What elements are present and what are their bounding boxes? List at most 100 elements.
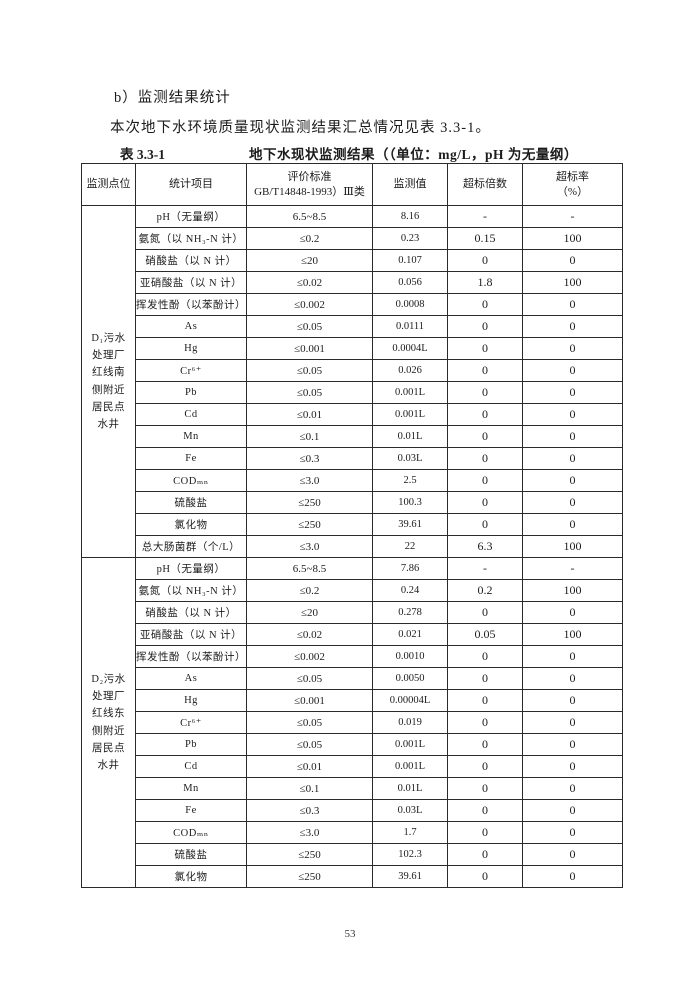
stat-item-cell: 氨氮（以 NH₃-N 计） <box>135 579 247 602</box>
exceed-multiple-cell: 0.15 <box>447 227 523 250</box>
table-row: CODₘₙ ≤3.0 2.5 0 0 <box>82 469 623 492</box>
exceed-rate-cell: 100 <box>522 623 623 646</box>
standard-cell: ≤0.02 <box>246 271 373 294</box>
measured-value-cell: 2.5 <box>372 469 448 492</box>
exceed-multiple-cell: 0 <box>447 315 523 338</box>
standard-cell: ≤0.1 <box>246 425 373 448</box>
standard-cell: ≤0.2 <box>246 227 373 250</box>
table-row: 挥发性酚（以苯酚计） ≤0.002 0.0008 0 0 <box>82 293 623 316</box>
col-header-stat-item: 统计项目 <box>135 163 247 206</box>
stat-item-cell: 氯化物 <box>135 513 247 536</box>
stat-item-cell: Cr⁶⁺ <box>135 359 247 382</box>
col-header-exceed-multiple: 超标倍数 <box>447 163 523 206</box>
intro-text: 本次地下水环境质量现状监测结果汇总情况见表 3.3-1。 <box>110 120 491 136</box>
exceed-rate-cell: 0 <box>522 733 623 756</box>
table-row: Cd ≤0.01 0.001L 0 0 <box>82 403 623 426</box>
measured-value-cell: 7.86 <box>372 557 448 580</box>
stat-item-cell: 总大肠菌群（个/L） <box>135 535 247 558</box>
col-header-exceed-rate-line1: 超标率 <box>556 170 589 183</box>
measured-value-cell: 0.03L <box>372 447 448 470</box>
exceed-rate-cell: 0 <box>522 799 623 822</box>
table-row: 氨氮（以 NH₃-N 计） ≤0.2 0.23 0.15 100 <box>82 227 623 250</box>
col-header-exceed-rate: 超标率 （%） <box>522 163 623 206</box>
table-row: 氨氮（以 NH₃-N 计） ≤0.2 0.24 0.2 100 <box>82 579 623 602</box>
exceed-multiple-cell: 0 <box>447 711 523 734</box>
measured-value-cell: 0.107 <box>372 249 448 272</box>
exceed-rate-cell: 0 <box>522 865 623 888</box>
standard-cell: ≤250 <box>246 513 373 536</box>
exceed-multiple-cell: 0 <box>447 865 523 888</box>
standard-cell: ≤0.001 <box>246 337 373 360</box>
table-row: Cr⁶⁺ ≤0.05 0.019 0 0 <box>82 711 623 734</box>
measured-value-cell: 0.01L <box>372 425 448 448</box>
exceed-multiple-cell: - <box>447 205 523 228</box>
monitoring-results-table: 监测点位 统计项目 评价标准 GB/T14848-1993）Ⅲ类 监测值 超标倍… <box>81 163 623 888</box>
exceed-multiple-cell: 0 <box>447 777 523 800</box>
table-row: Fe ≤0.3 0.03L 0 0 <box>82 799 623 822</box>
exceed-multiple-cell: 0 <box>447 469 523 492</box>
measured-value-cell: 0.03L <box>372 799 448 822</box>
table-title: 地下水现状监测结果（（单位：mg/L，pH 为无量纲） <box>249 147 578 162</box>
table-row: D₁污水处理厂红线南侧附近居民点水井 pH（无量纲） 6.5~8.5 8.16- - <box>81 205 623 558</box>
exceed-multiple-cell: 0 <box>447 667 523 690</box>
table-row: Hg ≤0.001 0.00004L 0 0 <box>82 689 623 712</box>
exceed-rate-cell: 0 <box>522 645 623 668</box>
col-header-standard: 评价标准 GB/T14848-1993）Ⅲ类 <box>246 163 373 206</box>
exceed-multiple-cell: 0 <box>447 821 523 844</box>
table-row: 挥发性酚（以苯酚计） ≤0.002 0.0010 0 0 <box>82 645 623 668</box>
exceed-multiple-cell: 0 <box>447 689 523 712</box>
stat-item-cell: As <box>135 667 247 690</box>
standard-cell: ≤20 <box>246 249 373 272</box>
standard-cell: ≤0.05 <box>246 733 373 756</box>
standard-cell: ≤0.3 <box>246 799 373 822</box>
table-row: Pb ≤0.05 0.001L 0 0 <box>82 733 623 756</box>
measured-value-cell: 0.00004L <box>372 689 448 712</box>
measured-value-cell: 1.7 <box>372 821 448 844</box>
measured-value-cell: 0.0010 <box>372 645 448 668</box>
standard-cell: ≤3.0 <box>246 535 373 558</box>
exceed-multiple-cell: 6.3 <box>447 535 523 558</box>
standard-cell: ≤0.01 <box>246 755 373 778</box>
col-header-monitoring-point: 监测点位 <box>81 163 136 206</box>
standard-cell: ≤0.002 <box>246 293 373 316</box>
exceed-multiple-cell: 0 <box>447 645 523 668</box>
table-row: D₂污水处理厂红线东侧附近居民点水井 pH（无量纲） 6.5~8.5 7.86- - <box>81 557 623 888</box>
stat-item-cell: Mn <box>135 777 247 800</box>
table-row: 亚硝酸盐（以 N 计） ≤0.02 0.021 0.05 100 <box>82 623 623 646</box>
table-row: As ≤0.05 0.0111 0 0 <box>82 315 623 338</box>
stat-item-cell: Fe <box>135 799 247 822</box>
measured-value-cell: 0.0008 <box>372 293 448 316</box>
standard-cell: ≤0.2 <box>246 579 373 602</box>
standard-cell: ≤0.02 <box>246 623 373 646</box>
standard-cell: ≤3.0 <box>246 469 373 492</box>
exceed-multiple-cell: 0 <box>447 293 523 316</box>
table-header-row: 监测点位 统计项目 评价标准 GB/T14848-1993）Ⅲ类 监测值 超标倍… <box>81 163 623 206</box>
section-heading: b）监测结果统计 <box>114 90 231 106</box>
table-row: 氯化物 ≤250 39.61 0 0 <box>82 865 623 888</box>
measured-value-cell: 102.3 <box>372 843 448 866</box>
measured-value-cell: 0.056 <box>372 271 448 294</box>
standard-cell: 6.5~8.5 <box>246 205 373 228</box>
exceed-rate-cell: 0 <box>522 469 623 492</box>
exceed-multiple-cell: 0 <box>447 513 523 536</box>
standard-cell: ≤0.05 <box>246 315 373 338</box>
exceed-rate-cell: 0 <box>522 447 623 470</box>
exceed-rate-cell: 100 <box>522 535 623 558</box>
exceed-rate-cell: 0 <box>522 667 623 690</box>
measured-value-cell: 100.3 <box>372 491 448 514</box>
exceed-rate-cell: 0 <box>522 689 623 712</box>
stat-item-cell: 硝酸盐（以 N 计） <box>135 249 247 272</box>
stat-item-cell: CODₘₙ <box>135 469 247 492</box>
exceed-multiple-cell: 0.2 <box>447 579 523 602</box>
stat-item-cell: Cd <box>135 403 247 426</box>
exceed-multiple-cell: 0 <box>447 601 523 624</box>
exceed-rate-cell: 0 <box>522 403 623 426</box>
stat-item-cell: pH（无量纲） <box>135 205 247 228</box>
measured-value-cell: 39.61 <box>372 865 448 888</box>
standard-cell: ≤0.05 <box>246 381 373 404</box>
table-row: 硝酸盐（以 N 计） ≤20 0.107 0 0 <box>82 249 623 272</box>
standard-cell: ≤0.05 <box>246 667 373 690</box>
exceed-multiple-cell: 0 <box>447 843 523 866</box>
stat-item-cell: Pb <box>135 381 247 404</box>
standard-cell: ≤0.05 <box>246 359 373 382</box>
